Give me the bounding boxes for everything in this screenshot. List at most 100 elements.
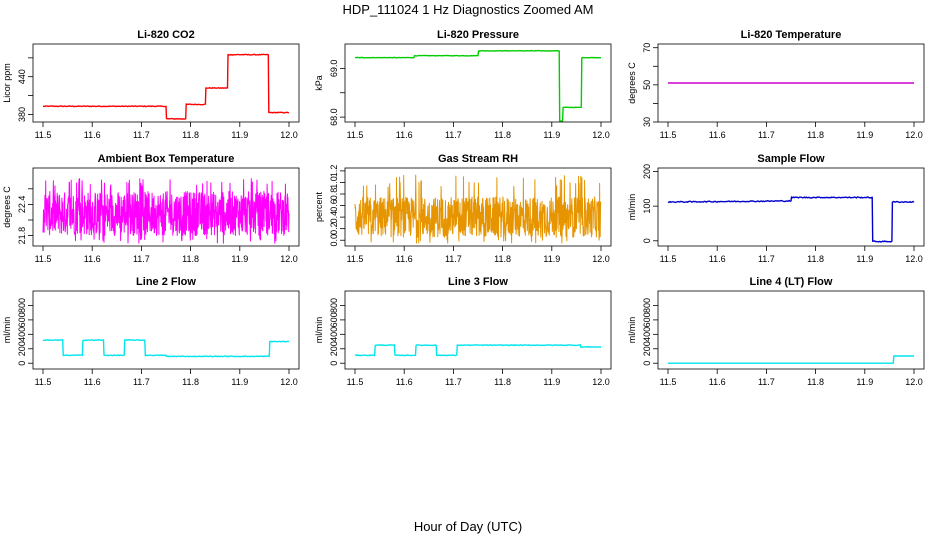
x-tick-label: 11.5 [35, 130, 52, 140]
data-series-line [354, 49, 601, 122]
x-tick-label: 12.0 [280, 130, 298, 140]
y-tick-label: 0 [329, 361, 339, 366]
y-tick-label: 200 [642, 164, 652, 179]
y-tick-label: 0 [642, 238, 652, 243]
x-tick-label: 11.8 [494, 130, 511, 140]
x-tick-label: 11.7 [758, 130, 775, 140]
panel-9: Line 4 (LT) Flow ml/min 11.5 11.6 11.7 11.8 11… [627, 276, 925, 387]
panel-title: Gas Stream RH [438, 153, 518, 165]
x-tick-label: 11.7 [445, 377, 462, 387]
x-tick-label: 11.7 [133, 130, 150, 140]
panel-7: Line 2 Flow ml/min 11.5 11.6 11.7 11.8 11.9 12.… [2, 276, 300, 387]
y-tick-label: 21.8 [17, 227, 27, 245]
y-tick-label: 0 [17, 361, 27, 366]
y-tick-label: 70 [642, 43, 652, 53]
x-tick-label: 12.0 [592, 377, 610, 387]
y-tick-label: 0 [642, 361, 652, 366]
x-tick-label: 11.9 [231, 377, 248, 387]
panel-title: Line 4 (LT) Flow [750, 276, 833, 288]
y-tick-label: 380 [17, 107, 27, 122]
x-tick-label: 11.9 [543, 254, 560, 264]
y-tick-label: 600 [329, 312, 339, 327]
x-tick-label: 11.5 [660, 377, 677, 387]
x-tick-label: 11.6 [709, 377, 726, 387]
panel-3: Li-820 Temperature degrees C 11.5 11.6 11.7 1… [627, 29, 925, 140]
x-tick-label: 11.6 [84, 254, 101, 264]
y-axis-label: ml/min [314, 317, 324, 344]
x-tick-label: 12.0 [905, 377, 923, 387]
y-tick-label: 0.0 [329, 234, 339, 247]
panel-6: Sample Flow ml/min 11.5 11.6 11.7 11.8 11.9 12.… [627, 153, 925, 264]
panel-4: Ambient Box Temperature degrees C 11.5 11.6… [2, 153, 300, 264]
data-series-line [668, 355, 914, 364]
panel-1: Li-820 CO2 Licor ppm 11.5 11.6 11.7 11.8 11.9 1… [2, 29, 300, 140]
y-axis-label: Licor ppm [2, 63, 12, 103]
y-axis-label: degrees C [627, 62, 637, 104]
x-tick-label: 11.5 [35, 254, 52, 264]
x-tick-label: 11.8 [494, 377, 511, 387]
panel-title: Li-820 Pressure [437, 29, 519, 41]
x-tick-label: 11.9 [231, 254, 248, 264]
x-tick-label: 11.9 [856, 130, 873, 140]
x-tick-label: 11.8 [807, 130, 824, 140]
y-tick-label: 400 [642, 327, 652, 342]
panel-title: Sample Flow [757, 153, 825, 165]
y-axis-label: degrees C [2, 186, 12, 228]
x-tick-label: 11.9 [543, 130, 560, 140]
plot-frame [657, 167, 925, 247]
data-series-line [42, 178, 290, 244]
x-tick-label: 11.5 [660, 254, 677, 264]
x-tick-label: 12.0 [905, 130, 923, 140]
y-axis-label: ml/min [627, 317, 637, 344]
y-tick-label: 1.2 [329, 165, 339, 178]
x-tick-label: 11.5 [660, 130, 677, 140]
y-tick-label: 0.8 [329, 188, 339, 201]
panel-title: Line 3 Flow [448, 276, 508, 288]
x-tick-label: 11.8 [807, 377, 824, 387]
y-tick-label: 68.0 [329, 108, 339, 126]
x-tick-label: 11.9 [856, 254, 873, 264]
x-tick-label: 11.8 [182, 377, 199, 387]
plot-frame [657, 43, 925, 123]
x-tick-label: 11.6 [709, 130, 726, 140]
plot-frame [344, 167, 612, 247]
y-tick-label: 600 [642, 312, 652, 327]
x-tick-label: 11.6 [396, 130, 413, 140]
y-axis-label: kPa [314, 75, 324, 91]
y-tick-label: 0.4 [329, 211, 339, 224]
x-tick-label: 11.8 [494, 254, 511, 264]
x-tick-label: 11.7 [758, 377, 775, 387]
y-tick-label: 400 [17, 327, 27, 342]
x-tick-label: 11.6 [709, 254, 726, 264]
y-tick-label: 200 [642, 341, 652, 356]
x-tick-label: 11.6 [84, 130, 101, 140]
x-tick-label: 11.8 [182, 130, 199, 140]
y-tick-label: 30 [642, 117, 652, 127]
x-tick-label: 11.7 [445, 130, 462, 140]
data-series-line [354, 174, 602, 244]
data-series-line [354, 344, 601, 357]
panel-title: Line 2 Flow [136, 276, 196, 288]
x-tick-label: 11.5 [347, 254, 364, 264]
x-tick-label: 11.6 [396, 377, 413, 387]
x-tick-label: 11.8 [807, 254, 824, 264]
y-tick-label: 50 [642, 80, 652, 90]
figure-xlabel: Hour of Day (UTC) [414, 519, 522, 534]
y-tick-label: 0.2 [329, 222, 339, 235]
y-tick-label: 69.0 [329, 60, 339, 78]
data-series-line [42, 53, 290, 120]
plot-frame [32, 43, 300, 123]
y-tick-label: 400 [329, 327, 339, 342]
x-tick-label: 11.7 [445, 254, 462, 264]
x-tick-label: 11.9 [543, 377, 560, 387]
plot-frame [344, 290, 612, 370]
x-tick-label: 11.7 [133, 377, 150, 387]
x-tick-label: 12.0 [280, 377, 298, 387]
y-tick-label: 200 [329, 341, 339, 356]
y-axis-label: ml/min [2, 317, 12, 344]
y-axis-label: ml/min [627, 194, 637, 221]
y-axis-label: percent [314, 191, 324, 222]
y-tick-label: 800 [329, 298, 339, 313]
panel-2: Li-820 Pressure kPa 11.5 11.6 11.7 11.8 11.9 12… [314, 29, 612, 140]
